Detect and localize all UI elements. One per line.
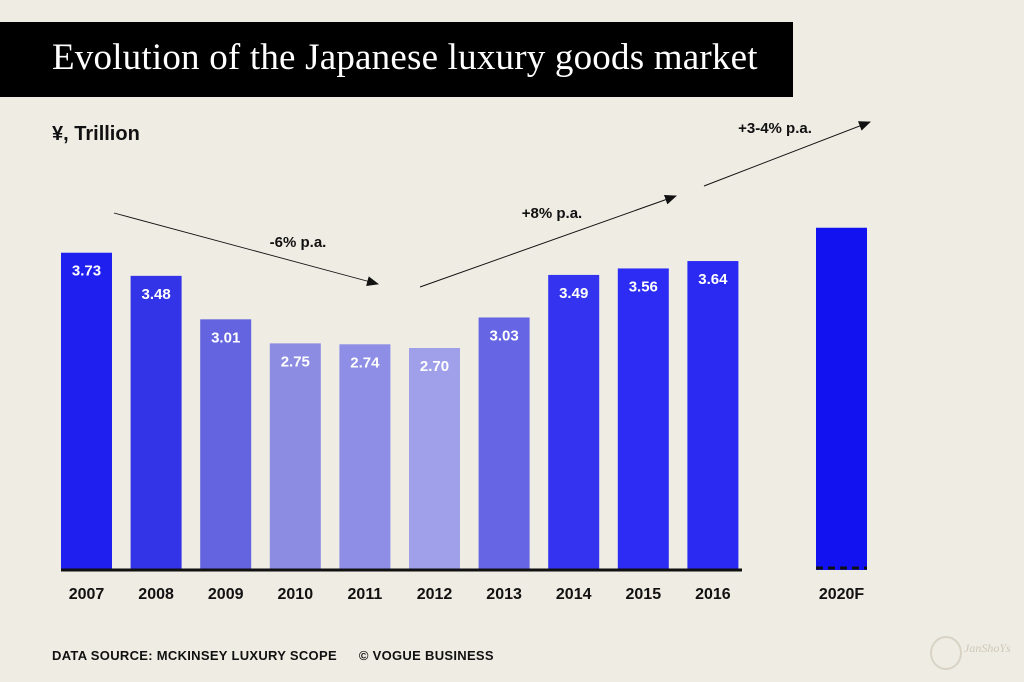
x-tick-2014: 2014 bbox=[556, 586, 592, 603]
trend-arrow-1 bbox=[113, 212, 379, 286]
copyright-text: © VOGUE BUSINESS bbox=[358, 648, 494, 663]
x-tick-2020F: 2020F bbox=[819, 586, 865, 603]
x-tick-2008: 2008 bbox=[138, 586, 174, 603]
data-label-2008: 3.48 bbox=[141, 286, 170, 303]
x-tick-2010: 2010 bbox=[278, 586, 314, 603]
x-tick-2013: 2013 bbox=[486, 586, 522, 603]
y-axis-unit-label: ¥, Trillion bbox=[52, 123, 140, 145]
data-label-2007: 3.73 bbox=[72, 263, 101, 280]
bar-2008 bbox=[130, 275, 182, 570]
x-tick-2015: 2015 bbox=[626, 586, 662, 603]
x-tick-2011: 2011 bbox=[348, 586, 383, 603]
bar-2010 bbox=[269, 343, 321, 570]
x-tick-2012: 2012 bbox=[417, 586, 453, 603]
data-source-text: DATA SOURCE: MCKINSEY LUXURY SCOPE bbox=[52, 648, 337, 663]
data-label-2011: 2.74 bbox=[350, 354, 380, 371]
trend-label-1: -6% p.a. bbox=[270, 234, 327, 251]
data-label-2012: 2.70 bbox=[420, 358, 449, 375]
data-label-2010: 2.75 bbox=[281, 353, 310, 370]
watermark-text: JanShoYs bbox=[964, 641, 1011, 655]
trend-label-2: +8% p.a. bbox=[522, 205, 582, 222]
footer: DATA SOURCE: MCKINSEY LUXURY SCOPE © VOG… bbox=[52, 648, 494, 663]
bar-2007 bbox=[61, 252, 112, 570]
trend-arrow-3 bbox=[703, 121, 871, 187]
bar-2014 bbox=[548, 274, 600, 570]
x-tick-2009: 2009 bbox=[208, 586, 244, 603]
bar-2015 bbox=[617, 268, 669, 570]
bar-2020F bbox=[816, 227, 867, 570]
data-label-2016: 3.64 bbox=[698, 271, 728, 288]
title-bar bbox=[0, 22, 793, 97]
data-label-2015: 3.56 bbox=[629, 278, 658, 295]
data-label-2009: 3.01 bbox=[211, 329, 240, 346]
watermark-logo-icon bbox=[930, 636, 962, 670]
chart-title: Evolution of the Japanese luxury goods m… bbox=[52, 37, 758, 78]
x-tick-2016: 2016 bbox=[695, 586, 731, 603]
trend-arrow-2 bbox=[419, 194, 677, 288]
data-label-2013: 3.03 bbox=[489, 327, 518, 344]
bar-2013 bbox=[478, 317, 530, 570]
data-label-2014: 3.49 bbox=[559, 285, 588, 302]
bar-2011 bbox=[339, 344, 391, 570]
bar-2016 bbox=[687, 261, 739, 570]
bar-2012 bbox=[409, 348, 460, 570]
trend-label-3: +3-4% p.a. bbox=[738, 120, 812, 137]
bar-2009 bbox=[200, 319, 252, 570]
x-tick-2007: 2007 bbox=[69, 586, 105, 603]
